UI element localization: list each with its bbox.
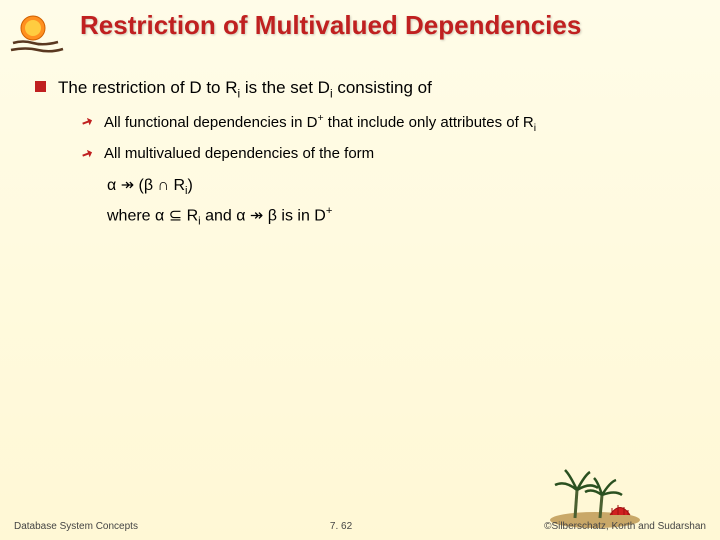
hand-icon bbox=[80, 114, 94, 128]
formula-block: α ↠ (β ∩ Ri) where α ⊆ Ri and α ↠ β is i… bbox=[107, 174, 700, 231]
sub-bullet-row: All functional dependencies in D+ that i… bbox=[80, 111, 700, 137]
main-bullet-row: The restriction of D to Ri is the set Di… bbox=[35, 75, 700, 103]
sun-icon bbox=[8, 8, 68, 58]
sub-bullet-row: All multivalued dependencies of the form bbox=[80, 143, 700, 166]
square-bullet-icon bbox=[35, 81, 46, 92]
hand-icon bbox=[80, 146, 94, 160]
island-icon bbox=[540, 460, 650, 530]
slide-title: Restriction of Multivalued Dependencies bbox=[80, 10, 710, 41]
footer: Database System Concepts 7. 62 ©Silbersc… bbox=[0, 521, 720, 532]
sub-bullet-2-text: All multivalued dependencies of the form bbox=[104, 143, 374, 166]
footer-center: 7. 62 bbox=[330, 521, 352, 532]
formula-line-1: α ↠ (β ∩ Ri) bbox=[107, 174, 700, 200]
main-bullet-text: The restriction of D to Ri is the set Di… bbox=[58, 75, 432, 103]
sub-bullet-1-text: All functional dependencies in D+ that i… bbox=[104, 111, 536, 137]
formula-line-2: where α ⊆ Ri and α ↠ β is in D+ bbox=[107, 203, 700, 230]
footer-left: Database System Concepts bbox=[14, 521, 138, 532]
slide-content: The restriction of D to Ri is the set Di… bbox=[35, 75, 700, 235]
footer-right: ©Silberschatz, Korth and Sudarshan bbox=[544, 521, 706, 532]
